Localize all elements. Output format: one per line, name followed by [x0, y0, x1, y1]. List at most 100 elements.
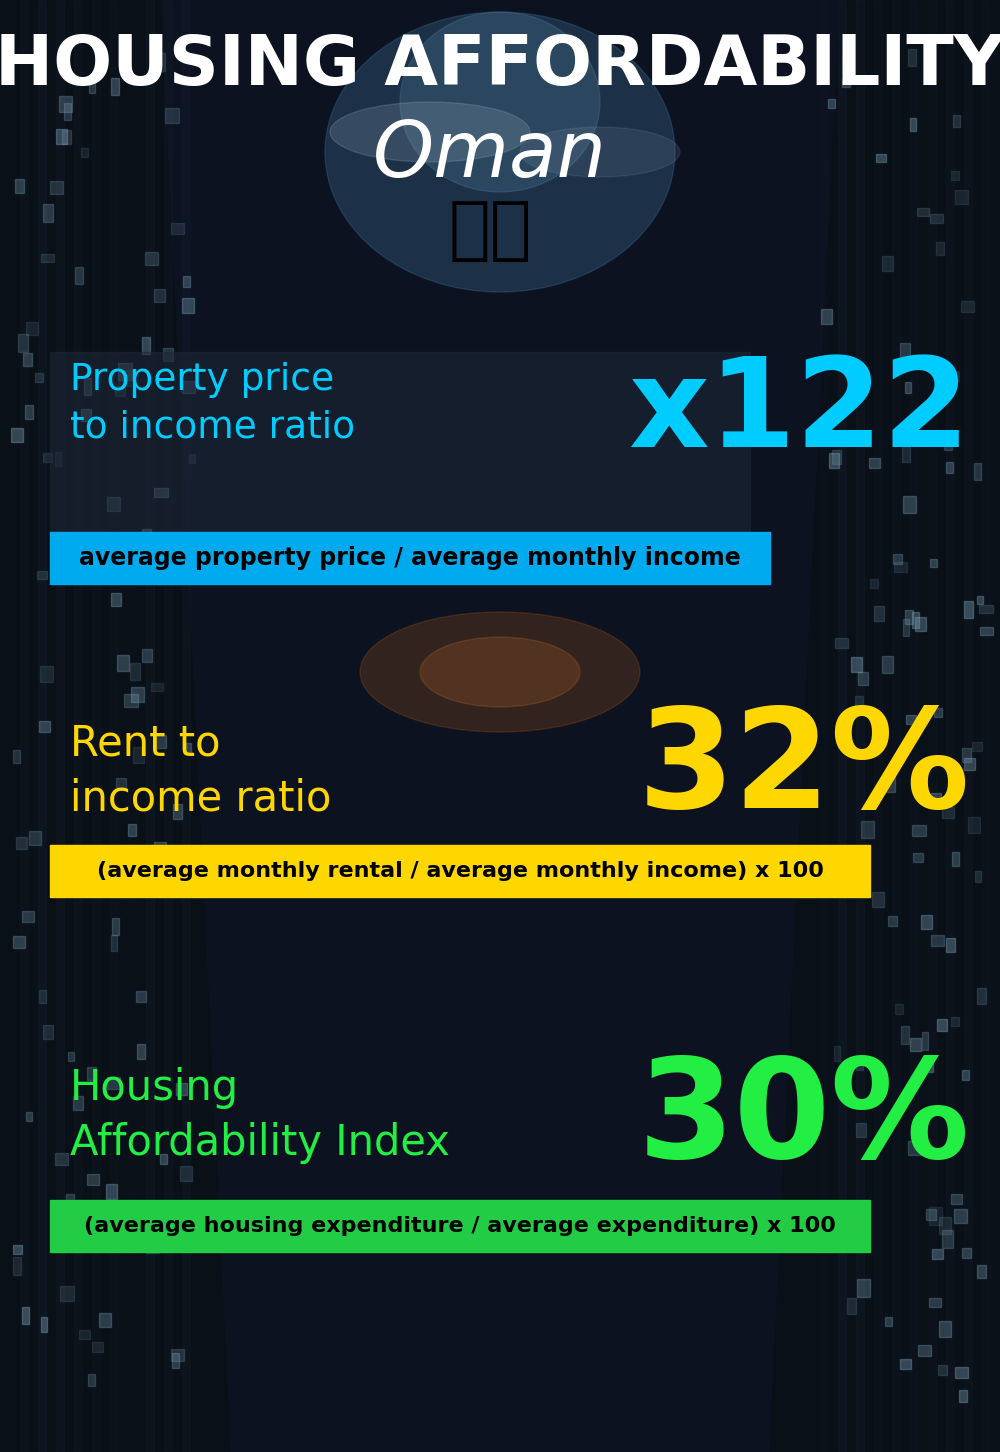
- Bar: [171, 224, 184, 234]
- Bar: [160, 1154, 167, 1163]
- Bar: [977, 987, 986, 1005]
- Bar: [869, 457, 880, 468]
- Bar: [179, 556, 189, 574]
- Bar: [908, 1141, 921, 1156]
- Bar: [92, 0, 100, 1452]
- Bar: [929, 1298, 941, 1307]
- Bar: [929, 1207, 942, 1224]
- Bar: [856, 1060, 863, 1070]
- Bar: [964, 601, 973, 619]
- Bar: [932, 1249, 943, 1259]
- Bar: [851, 656, 862, 672]
- Bar: [977, 595, 983, 604]
- Bar: [939, 1321, 951, 1337]
- Bar: [39, 720, 50, 732]
- Bar: [137, 1044, 145, 1059]
- Bar: [73, 1096, 83, 1109]
- Bar: [103, 848, 112, 864]
- Bar: [937, 1019, 947, 1031]
- Bar: [84, 379, 91, 395]
- Bar: [953, 115, 960, 126]
- Bar: [946, 0, 954, 1452]
- Bar: [954, 1208, 967, 1224]
- Text: x122: x122: [628, 351, 970, 473]
- Bar: [87, 1173, 99, 1185]
- Bar: [872, 892, 884, 908]
- Ellipse shape: [330, 102, 530, 163]
- Bar: [905, 610, 913, 624]
- Text: 30%: 30%: [638, 1053, 970, 1186]
- Bar: [111, 935, 117, 951]
- Bar: [951, 1194, 962, 1204]
- Bar: [106, 1183, 117, 1198]
- Text: HOUSING AFFORDABILITY: HOUSING AFFORDABILITY: [0, 32, 1000, 99]
- Bar: [835, 639, 848, 648]
- Bar: [125, 1207, 131, 1218]
- Bar: [71, 1228, 83, 1243]
- Bar: [117, 655, 129, 671]
- Bar: [20, 0, 28, 1452]
- Bar: [164, 0, 172, 1452]
- Bar: [820, 0, 828, 1452]
- Bar: [118, 363, 132, 380]
- Bar: [832, 450, 841, 465]
- Bar: [952, 852, 959, 867]
- Bar: [43, 203, 53, 222]
- Text: (average housing expenditure / average expenditure) x 100: (average housing expenditure / average e…: [84, 1215, 836, 1236]
- Bar: [89, 76, 95, 93]
- Bar: [43, 453, 52, 462]
- Bar: [189, 453, 195, 463]
- Bar: [930, 213, 943, 222]
- Bar: [39, 990, 46, 1003]
- Bar: [829, 453, 839, 468]
- Bar: [842, 78, 850, 87]
- Bar: [15, 179, 24, 193]
- Bar: [942, 806, 954, 819]
- Bar: [847, 1298, 856, 1314]
- Bar: [56, 129, 67, 144]
- Bar: [876, 154, 886, 163]
- Bar: [838, 0, 846, 1452]
- Bar: [946, 938, 955, 951]
- Bar: [901, 1027, 909, 1044]
- Bar: [885, 1317, 892, 1326]
- Bar: [87, 1067, 96, 1080]
- Bar: [118, 370, 131, 386]
- Bar: [43, 1025, 53, 1040]
- Polygon shape: [770, 0, 1000, 1452]
- Bar: [912, 825, 926, 836]
- Bar: [883, 775, 895, 791]
- Bar: [13, 751, 20, 762]
- Bar: [894, 562, 907, 572]
- Bar: [874, 605, 884, 620]
- Bar: [944, 439, 952, 450]
- Text: Housing
Affordability Index: Housing Affordability Index: [70, 1067, 450, 1165]
- Bar: [59, 96, 72, 112]
- Bar: [843, 57, 850, 70]
- Bar: [979, 604, 993, 613]
- Text: (average monthly rental / average monthly income) x 100: (average monthly rental / average monthl…: [97, 861, 823, 881]
- Ellipse shape: [325, 12, 675, 292]
- Bar: [99, 1313, 111, 1327]
- Bar: [112, 918, 119, 935]
- Bar: [180, 1166, 192, 1180]
- Bar: [853, 1202, 861, 1212]
- Bar: [115, 386, 125, 395]
- Bar: [11, 428, 23, 441]
- Ellipse shape: [520, 126, 680, 177]
- Bar: [903, 497, 916, 513]
- Bar: [50, 531, 770, 584]
- Bar: [918, 1345, 931, 1356]
- Bar: [68, 1051, 74, 1061]
- Bar: [844, 887, 851, 896]
- Bar: [26, 1112, 32, 1121]
- Bar: [116, 778, 126, 790]
- Bar: [961, 301, 974, 312]
- Bar: [154, 842, 166, 849]
- Bar: [946, 462, 953, 473]
- Bar: [882, 256, 893, 272]
- Bar: [66, 1194, 74, 1208]
- Bar: [893, 553, 902, 563]
- Bar: [165, 107, 179, 123]
- Bar: [13, 1257, 21, 1275]
